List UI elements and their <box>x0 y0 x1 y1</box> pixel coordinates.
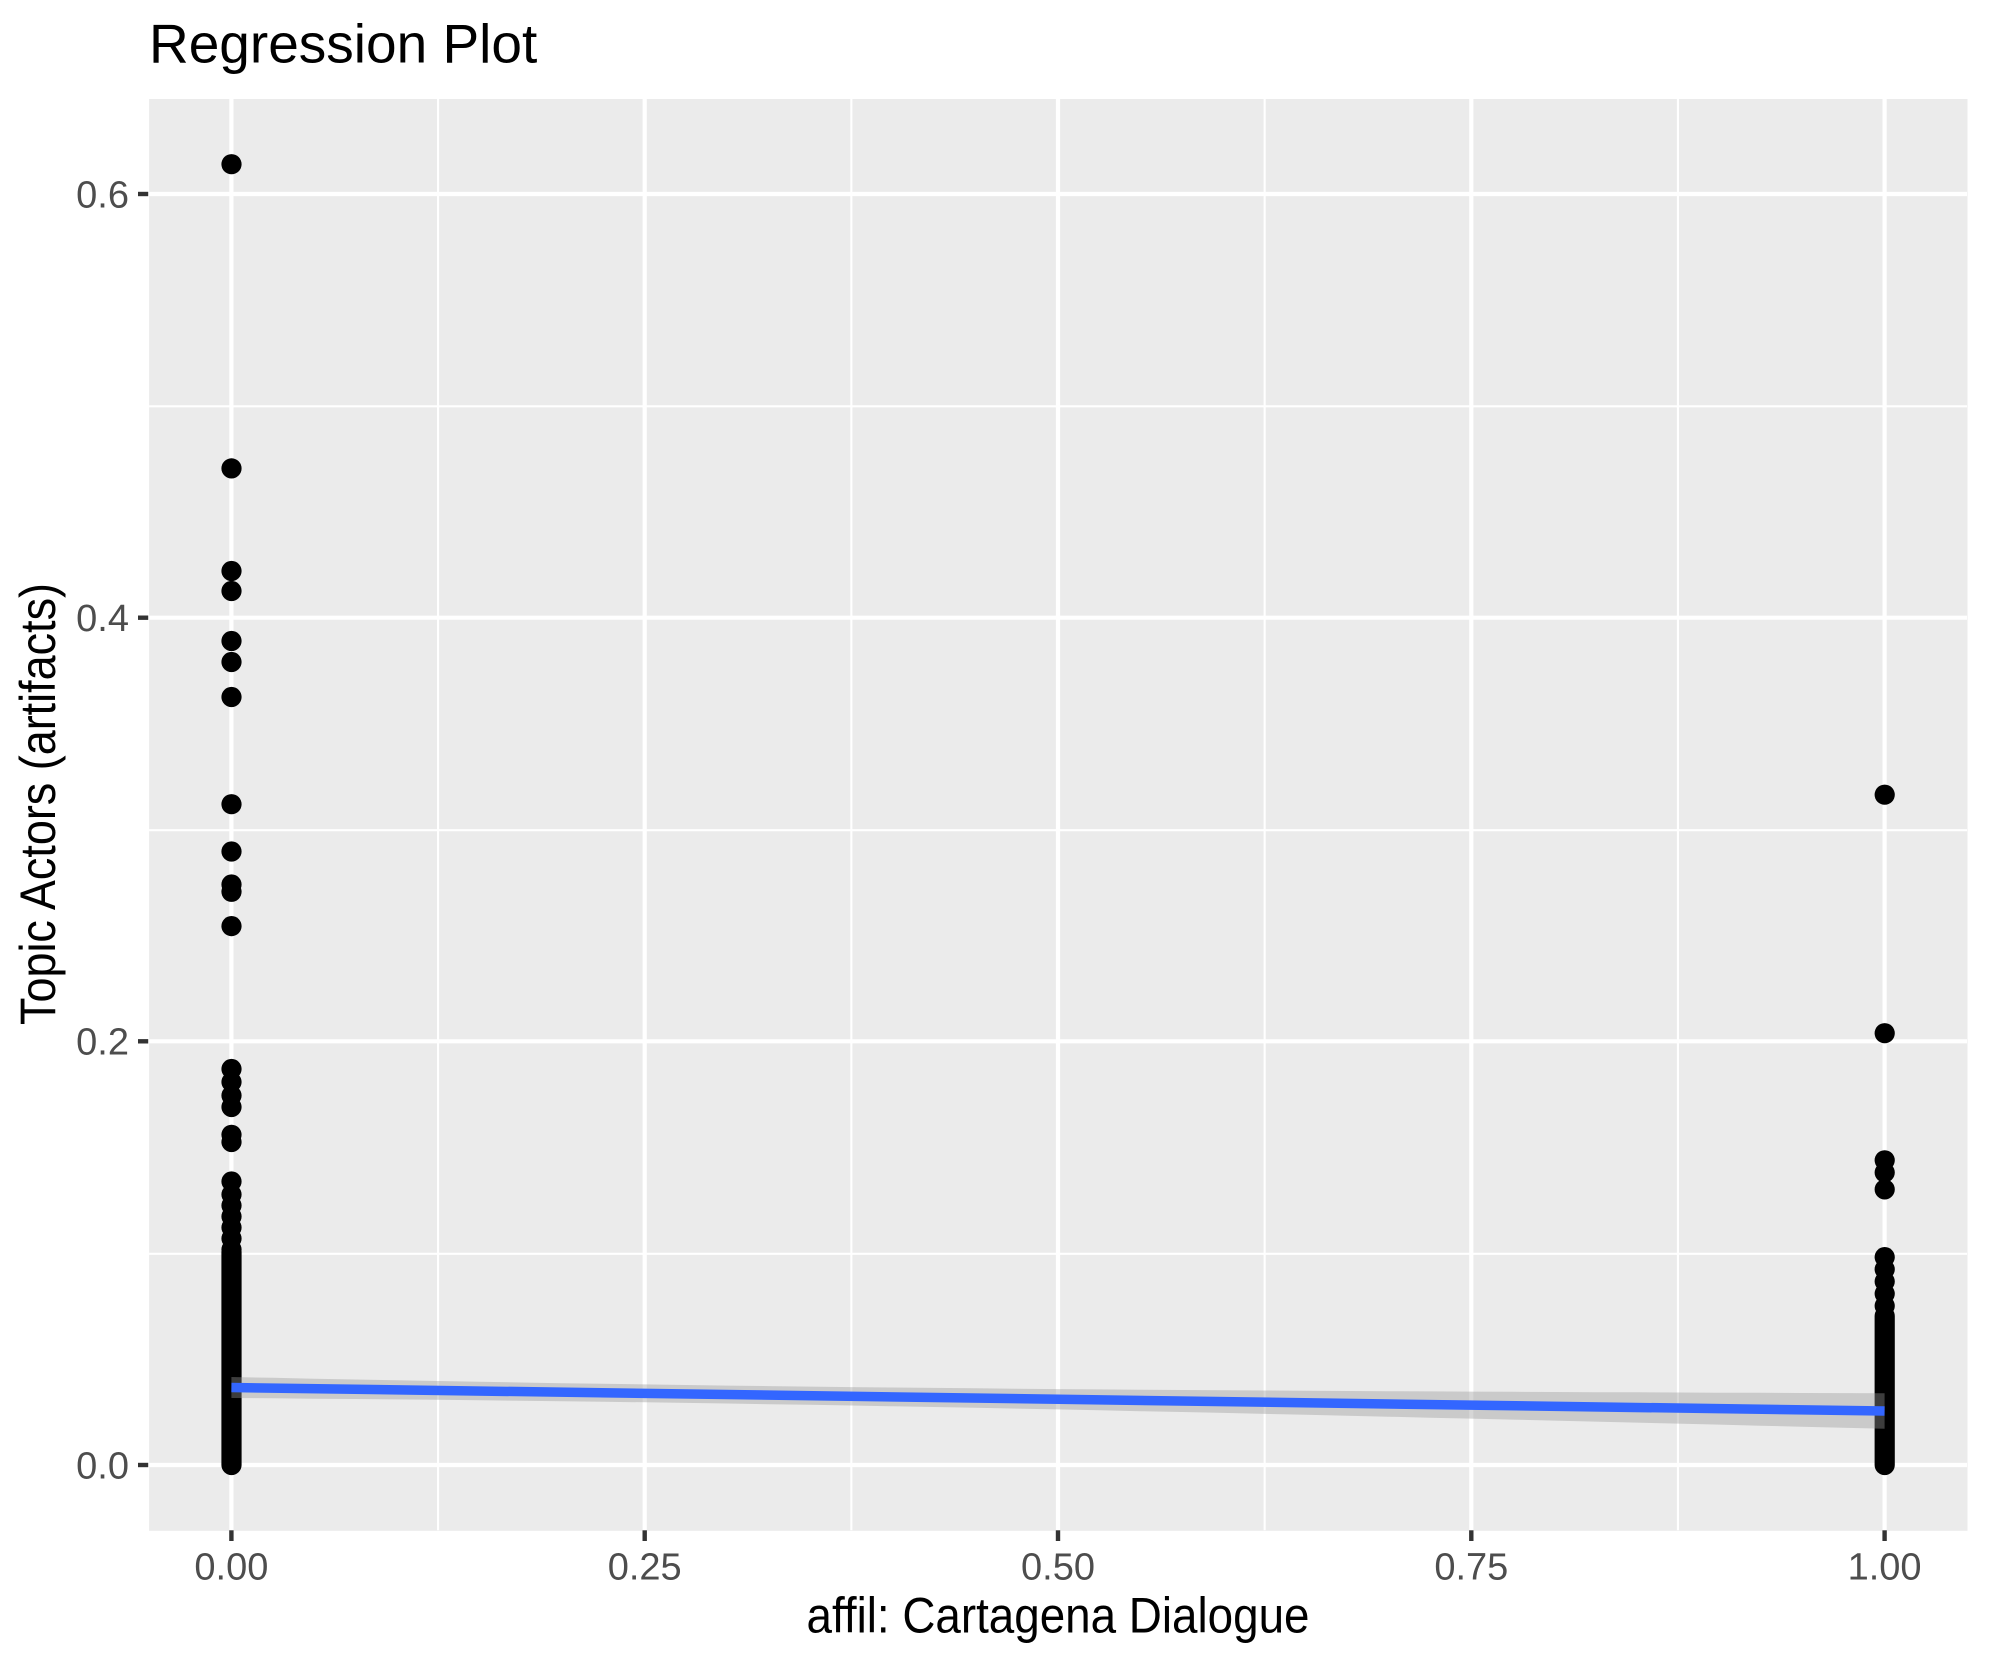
svg-text:0.4: 0.4 <box>76 598 129 640</box>
svg-text:0.6: 0.6 <box>76 174 129 216</box>
svg-text:0.00: 0.00 <box>194 1547 268 1589</box>
svg-text:0.75: 0.75 <box>1434 1547 1508 1589</box>
svg-text:Regression Plot: Regression Plot <box>149 12 537 74</box>
svg-text:1.00: 1.00 <box>1848 1547 1922 1589</box>
svg-text:0.25: 0.25 <box>608 1547 682 1589</box>
svg-text:0.50: 0.50 <box>1021 1547 1095 1589</box>
svg-text:0.2: 0.2 <box>76 1022 129 1064</box>
svg-text:Topic Actors (artifacts): Topic Actors (artifacts) <box>10 583 66 1025</box>
svg-text:0.0: 0.0 <box>76 1445 129 1487</box>
svg-text:affil: Cartagena Dialogue: affil: Cartagena Dialogue <box>807 1588 1310 1644</box>
